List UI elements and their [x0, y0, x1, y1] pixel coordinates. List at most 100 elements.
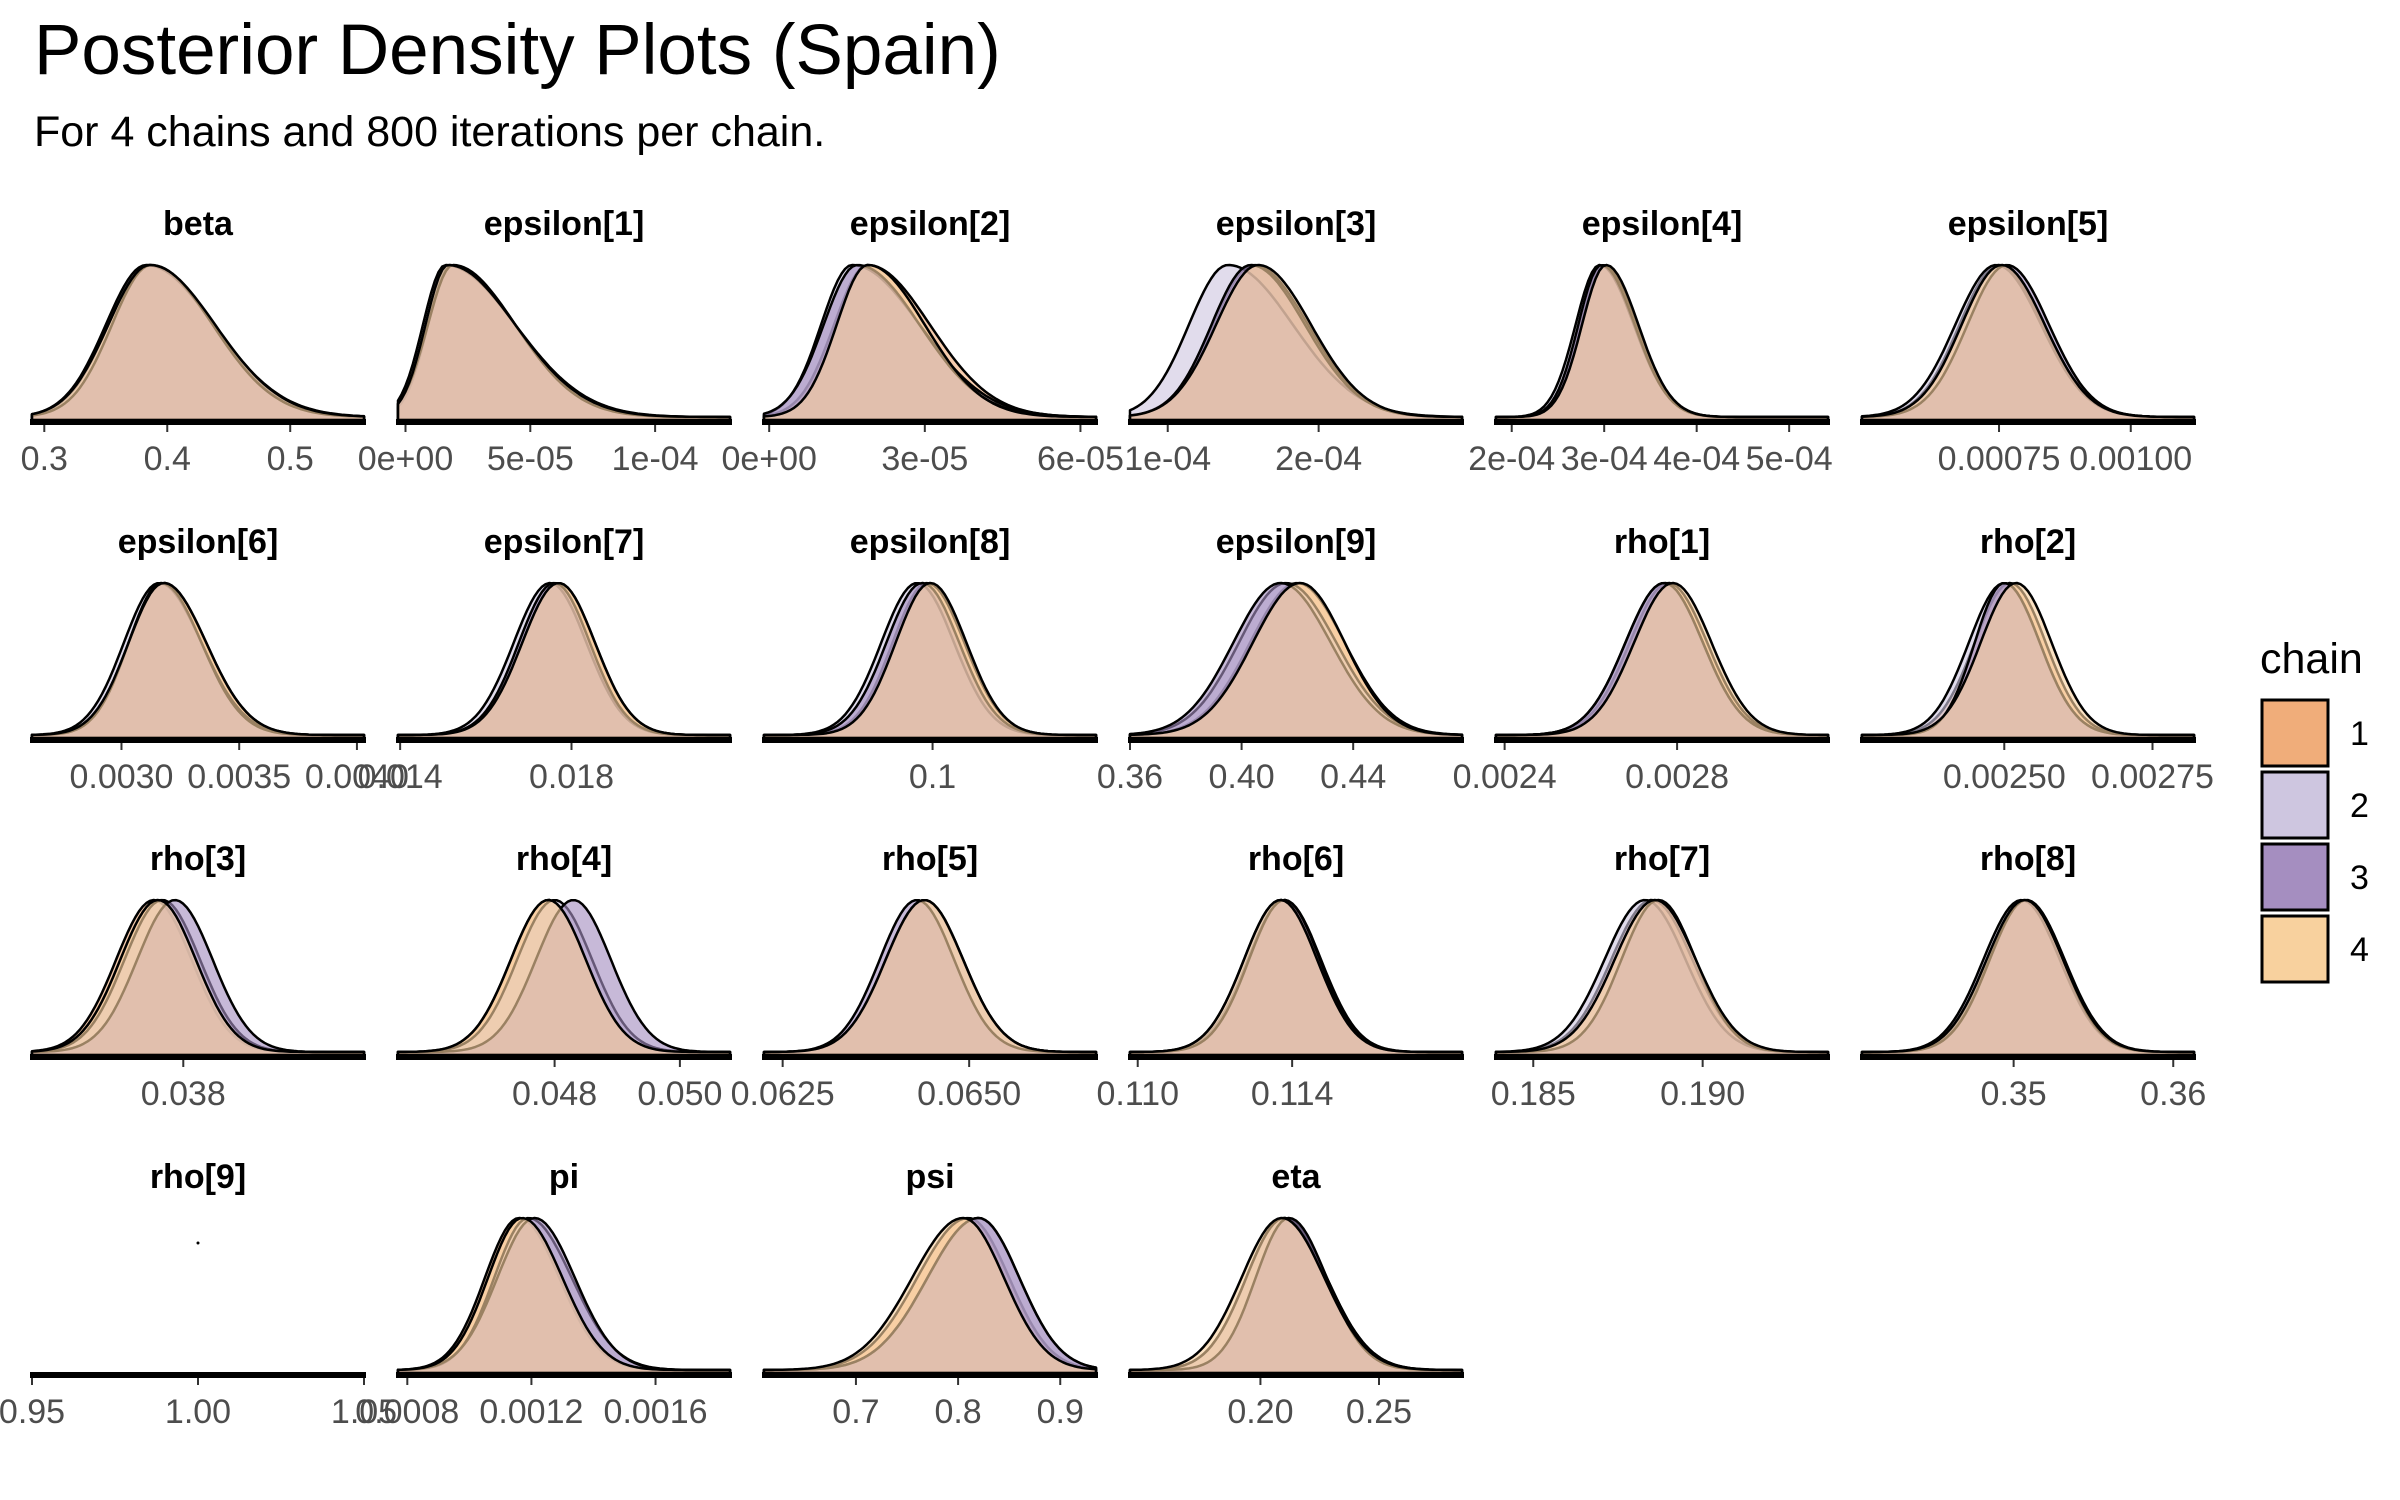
x-tick-label: 3e-05 [881, 440, 968, 478]
panel-title: epsilon[7] [484, 523, 645, 561]
x-tick-label: 0.20 [1227, 1393, 1293, 1431]
x-tick-label: 0.190 [1660, 1075, 1745, 1113]
density-chain-4 [1128, 581, 1464, 740]
x-tick-label: 0.00075 [1938, 440, 2061, 478]
legend-swatch-3 [2260, 842, 2330, 912]
x-tick-label: 0.0028 [1625, 758, 1729, 796]
density-chain-4 [1860, 898, 2196, 1057]
x-tick-label: 0.0625 [731, 1075, 835, 1113]
x-tick-label: 1.05 [331, 1393, 397, 1431]
x-tick-label: 0.36 [1097, 758, 1163, 796]
legend-label-1: 1 [2350, 715, 2369, 753]
density-chain-4 [762, 1216, 1098, 1375]
panel-title: beta [163, 205, 234, 243]
panel-title: epsilon[9] [1216, 523, 1377, 561]
x-tick-label: 2e-04 [1468, 440, 1555, 478]
x-tick-label: 0.0040 [305, 758, 409, 796]
density-chain-4 [1128, 898, 1464, 1057]
panel-title: epsilon[4] [1582, 205, 1743, 243]
density-chain-4 [762, 263, 1098, 422]
x-tick-label: 0.5 [267, 440, 314, 478]
panel-epsilon-1: epsilon[1] 0e+00 5e-05 1e-04 [358, 205, 732, 478]
panel-rho-6: rho[6] 0.110 0.114 [1096, 840, 1464, 1113]
x-tick-label: 0.114 [1251, 1075, 1334, 1113]
x-tick-label: 0.40 [1209, 758, 1275, 796]
x-tick-label: 0.00275 [2091, 758, 2214, 796]
panel-rho-5: rho[5] 0.0625 0.0650 [731, 840, 1098, 1113]
x-tick-label: 0.050 [637, 1075, 722, 1113]
panel-rho-3: rho[3] 0.038 [30, 840, 366, 1113]
panel-title: epsilon[3] [1216, 205, 1377, 243]
x-tick-label: 0.0030 [69, 758, 173, 796]
density-chain-4 [396, 581, 732, 740]
legend-swatch-4 [2260, 914, 2330, 984]
x-tick-label: 0.7 [832, 1393, 879, 1431]
density-chain-4 [396, 898, 732, 1057]
panel-epsilon-3: epsilon[3] 1e-04 2e-04 [1124, 205, 1464, 478]
panel-title: eta [1271, 1158, 1321, 1196]
density-chain-4 [1128, 1216, 1464, 1375]
panel-epsilon-9: epsilon[9] 0.36 0.40 0.44 [1097, 523, 1464, 796]
density-chain-4 [1860, 263, 2196, 422]
panel-title: epsilon[8] [850, 523, 1011, 561]
panel-epsilon-2: epsilon[2] 0e+00 3e-05 6e-05 [721, 205, 1123, 478]
x-tick-label: 2e-04 [1275, 440, 1362, 478]
panel-epsilon-8: epsilon[8] 0.1 [762, 523, 1098, 796]
panel-rho-1: rho[1] 0.0024 0.0028 [1453, 523, 1830, 796]
density-chain-4 [1494, 581, 1830, 740]
x-tick-label: 0.00250 [1943, 758, 2066, 796]
x-tick-label: 0.048 [512, 1075, 597, 1113]
x-tick-label: 1e-04 [612, 440, 699, 478]
chain-legend: chain 1 2 3 4 [2260, 635, 2369, 984]
density-chain-4 [30, 898, 366, 1057]
x-tick-label: 0.00100 [2069, 440, 2192, 478]
panel-rho-2: rho[2] 0.00250 0.00275 [1860, 523, 2214, 796]
legend-swatch-1 [2260, 698, 2330, 768]
x-tick-label: 0.36 [2140, 1075, 2206, 1113]
chart-title: Posterior Density Plots (Spain) [34, 11, 1001, 90]
panel-title: epsilon[2] [850, 205, 1011, 243]
x-tick-label: 0.038 [141, 1075, 226, 1113]
panel-rho-4: rho[4] 0.048 0.050 [396, 840, 732, 1113]
legend-label-2: 2 [2350, 787, 2369, 825]
x-tick-label: 0.35 [1981, 1075, 2047, 1113]
panel-epsilon-7: epsilon[7] 0.014 0.018 [358, 523, 732, 796]
panel-eta: eta 0.20 0.25 [1128, 1158, 1464, 1431]
density-chain-4 [396, 1216, 732, 1375]
x-tick-label: 0e+00 [721, 440, 817, 478]
x-tick-label: 6e-05 [1037, 440, 1124, 478]
legend-label-4: 4 [2350, 931, 2369, 969]
panel-title: rho[6] [1248, 840, 1344, 878]
panel-title: rho[5] [882, 840, 978, 878]
x-tick-label: 1.00 [165, 1393, 231, 1431]
panel-rho-9: rho[9] 0.95 1.00 1.05 [0, 1158, 397, 1431]
x-tick-label: 0.018 [529, 758, 614, 796]
panel-title: epsilon[6] [118, 523, 279, 561]
panel-title: rho[3] [150, 840, 246, 878]
panel-title: epsilon[5] [1948, 205, 2109, 243]
x-tick-label: 0.1 [909, 758, 956, 796]
panel-title: rho[8] [1980, 840, 2076, 878]
x-tick-label: 0.014 [358, 758, 443, 796]
x-tick-label: 0.4 [144, 440, 191, 478]
panel-title: rho[1] [1614, 523, 1710, 561]
x-tick-label: 5e-04 [1746, 440, 1833, 478]
x-tick-label: 0.25 [1346, 1393, 1412, 1431]
legend-swatch-2 [2260, 770, 2330, 840]
x-tick-label: 0.8 [934, 1393, 981, 1431]
panel-rho-8: rho[8] 0.35 0.36 [1860, 840, 2206, 1113]
density-chain-4 [762, 581, 1098, 740]
panel-title: rho[2] [1980, 523, 2076, 561]
legend-label-3: 3 [2350, 859, 2369, 897]
x-tick-label: 3e-04 [1561, 440, 1648, 478]
x-tick-label: 0.9 [1037, 1393, 1084, 1431]
panel-title: rho[7] [1614, 840, 1710, 878]
panel-title: rho[9] [150, 1158, 246, 1196]
legend-items: 1 2 3 4 [2260, 698, 2369, 984]
x-tick-label: 0.110 [1096, 1075, 1179, 1113]
x-tick-label: 5e-05 [487, 440, 574, 478]
point-mass [196, 1241, 200, 1245]
x-tick-label: 0.0016 [604, 1393, 708, 1431]
density-chain-4 [1494, 898, 1830, 1057]
